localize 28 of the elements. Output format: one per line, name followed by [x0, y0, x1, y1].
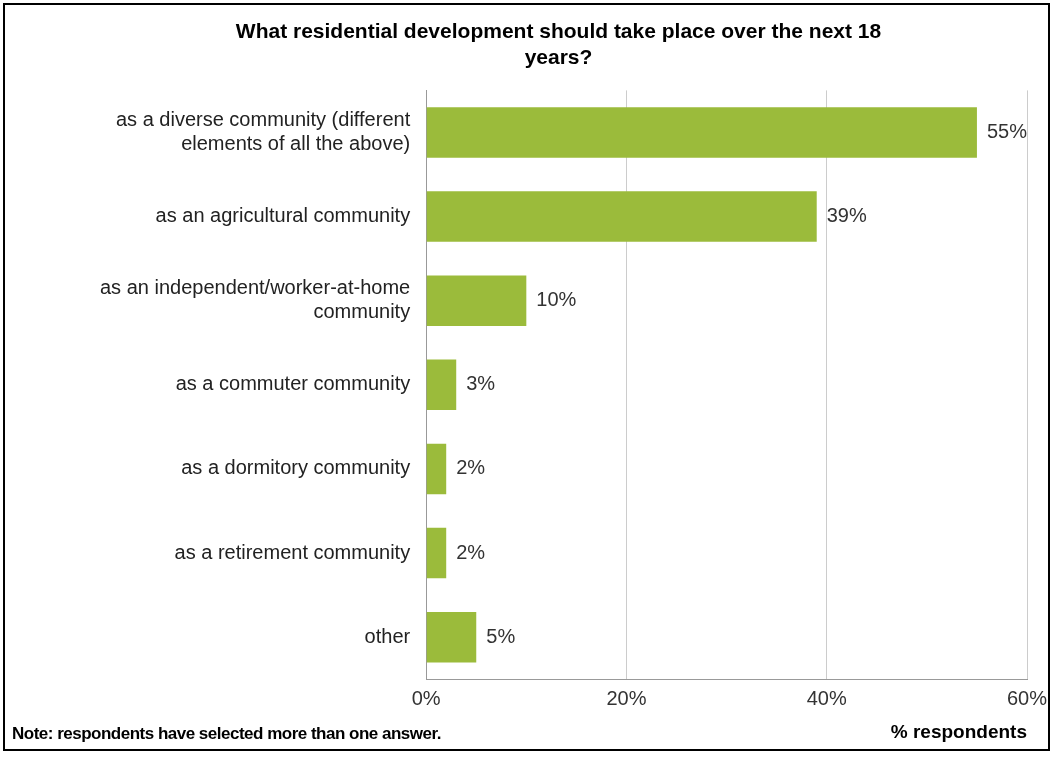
bar [426, 107, 977, 158]
x-tick-label: 0% [411, 686, 441, 709]
y-tick-label: as an independent/worker-at-home community [100, 276, 411, 323]
bar [426, 443, 447, 495]
bar [426, 611, 477, 663]
data-label: 3% [466, 372, 496, 395]
y-tick-label: as a commuter community [175, 372, 411, 395]
x-tick-label: 20% [606, 686, 647, 709]
y-tick-label: as an agricultural community [155, 204, 411, 227]
bar [426, 527, 447, 579]
y-tick-label: other [364, 624, 411, 647]
bar [426, 275, 527, 326]
chart-title: What residential development should take place over the next 18 years? [235, 19, 882, 68]
x-tick-label: 60% [1006, 686, 1048, 709]
data-label: 2% [456, 540, 486, 563]
y-tick-label: as a retirement community [174, 540, 411, 563]
data-label: 55% [986, 119, 1028, 142]
y-tick-label: as a dormitory community [181, 456, 411, 479]
text: Note: respondents have selected more than one answer. [12, 724, 441, 744]
bar [426, 359, 457, 411]
data-label: 39% [826, 204, 867, 227]
data-label: 5% [486, 624, 516, 647]
x-tick-label: 40% [806, 686, 847, 709]
y-tick-label: as a diverse community (different elements of all the above) [115, 107, 411, 154]
bar [426, 191, 817, 242]
data-label: 10% [536, 288, 577, 311]
data-label: 2% [456, 456, 486, 479]
x-axis-title: % respondents [890, 720, 1027, 742]
